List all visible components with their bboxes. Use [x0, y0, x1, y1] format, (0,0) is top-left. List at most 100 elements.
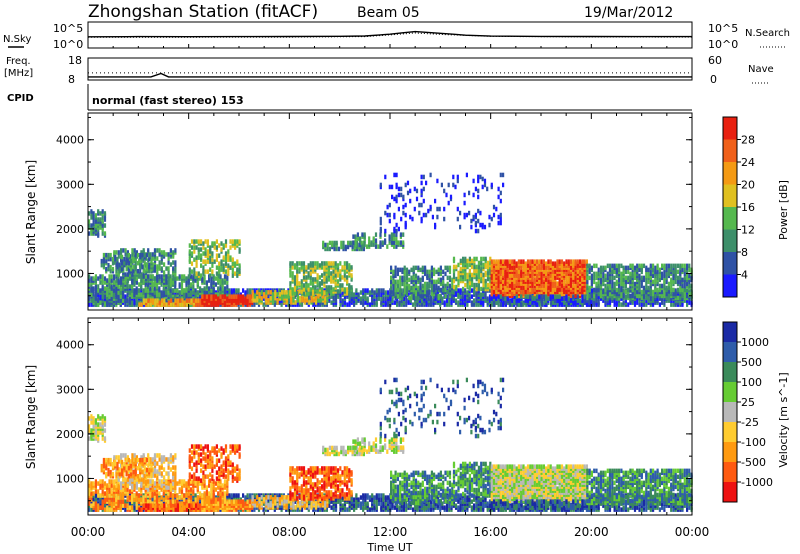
power-cell — [135, 250, 138, 255]
cpid-label: CPID — [7, 93, 34, 104]
power-cell — [446, 289, 449, 295]
power-cell — [470, 288, 473, 293]
power-cell — [466, 272, 469, 278]
power-cell — [355, 288, 358, 293]
power-cell — [396, 293, 399, 299]
power-cell — [296, 261, 299, 266]
power-cell — [456, 216, 459, 222]
power-cell — [448, 283, 452, 289]
freq-right-tick-top: 60 — [708, 54, 722, 67]
power-cell — [390, 279, 393, 285]
power-cell — [558, 291, 561, 296]
power-cell — [396, 287, 399, 293]
power-cell — [477, 208, 480, 214]
power-cell — [447, 200, 450, 206]
power-cell — [163, 270, 166, 275]
power-cell — [452, 256, 456, 262]
power-cell — [314, 277, 317, 282]
power-cell — [199, 286, 202, 291]
power-cell — [124, 248, 127, 253]
power-cell — [276, 298, 279, 303]
power-cell — [574, 300, 577, 305]
power-cell — [135, 286, 138, 291]
power-cell — [140, 292, 143, 297]
power-cell — [394, 279, 397, 285]
power-cell — [124, 272, 127, 277]
power-cell — [430, 294, 433, 299]
power-cell — [540, 298, 543, 303]
power-cell — [477, 282, 480, 288]
power-cell — [442, 269, 445, 275]
power-cell — [624, 295, 627, 301]
power-cell — [652, 295, 655, 301]
power-cell — [336, 289, 340, 294]
power-cell — [117, 254, 120, 259]
power-cell — [522, 265, 525, 270]
power-cell — [219, 286, 222, 291]
power-cell — [466, 290, 469, 295]
power-cell — [160, 250, 163, 255]
power-cell — [672, 287, 675, 293]
power-cell — [399, 267, 402, 273]
power-cell — [495, 296, 498, 301]
power-cell — [126, 272, 129, 277]
power-cell — [545, 261, 548, 266]
power-cell — [419, 289, 422, 295]
power-cell — [289, 281, 292, 286]
power-cell — [402, 300, 405, 305]
power-cell — [430, 291, 433, 297]
power-cell — [475, 282, 478, 288]
power-cell — [230, 294, 233, 299]
power-cell — [391, 298, 394, 303]
power-cell — [336, 279, 340, 284]
power-cell — [393, 226, 396, 232]
power-cell — [563, 281, 566, 286]
power-cell — [226, 296, 229, 301]
power-cell — [318, 281, 321, 286]
power-cell — [120, 276, 123, 281]
power-cell — [688, 291, 691, 297]
power-cell — [246, 288, 249, 293]
power-cell — [103, 276, 107, 281]
power-cell — [142, 258, 145, 263]
power-cell — [92, 286, 95, 291]
power-cell — [314, 285, 317, 290]
power-cell — [455, 264, 458, 270]
power-cell — [368, 290, 372, 295]
power-cell — [492, 212, 496, 218]
power-cell — [452, 288, 455, 293]
power-cell — [373, 294, 376, 299]
noise-right-tick-bottom: 10^0 — [708, 38, 738, 51]
power-cell — [203, 274, 206, 279]
power-cell — [480, 272, 483, 278]
power-cell — [377, 296, 381, 301]
power-cell — [183, 300, 186, 305]
power-cell — [464, 288, 467, 293]
power-cell — [435, 293, 438, 299]
power-cell — [470, 294, 473, 299]
power-cell — [99, 274, 102, 279]
power-cell — [455, 276, 458, 282]
power-cell — [101, 209, 104, 214]
power-cell — [307, 263, 310, 268]
power-cell — [681, 283, 684, 289]
power-cell — [425, 212, 428, 218]
power-cell — [296, 279, 299, 284]
power-cell — [586, 263, 589, 269]
power-cell — [686, 302, 689, 307]
power-cell — [105, 266, 108, 272]
power-cell — [201, 294, 204, 299]
power-cell — [683, 275, 686, 281]
power-cell — [246, 294, 249, 299]
power-cell — [477, 178, 480, 184]
power-cell — [343, 273, 346, 278]
power-cell — [291, 271, 294, 276]
power-cell — [122, 286, 125, 291]
power-cell — [352, 234, 355, 239]
power-cell — [185, 276, 188, 281]
power-cell — [545, 285, 548, 290]
power-cell — [117, 298, 120, 303]
power-cell — [178, 290, 181, 295]
power-cell — [228, 288, 231, 293]
power-cell — [117, 294, 120, 299]
